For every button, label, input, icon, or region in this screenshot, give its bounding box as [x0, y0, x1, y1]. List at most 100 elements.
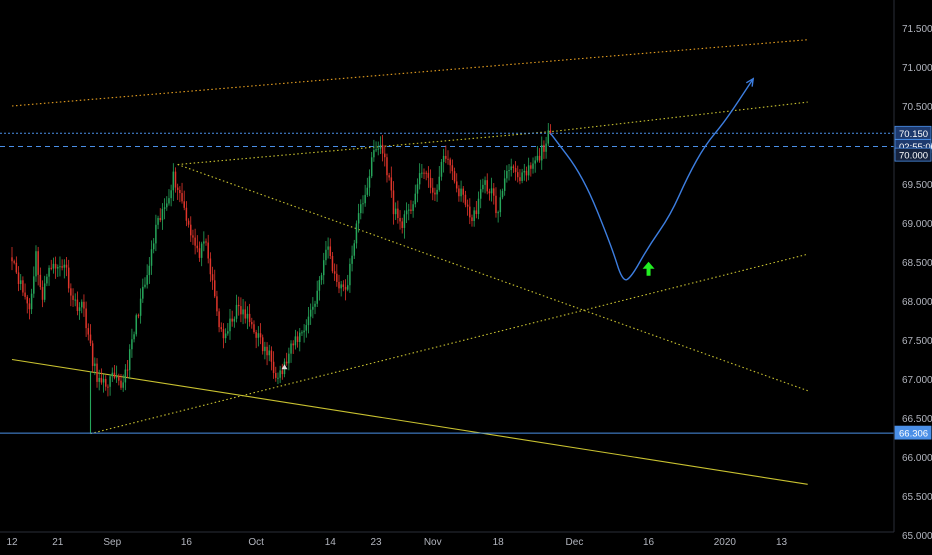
candle-body [349, 263, 351, 286]
candle-body [22, 280, 24, 293]
candle-body [333, 271, 336, 274]
candle-body [166, 203, 168, 208]
candle-body [133, 334, 135, 340]
candle-body [87, 328, 90, 335]
candle-body [299, 332, 301, 342]
candle-body [181, 193, 183, 202]
candle-body [240, 306, 242, 315]
candle-body [259, 333, 262, 338]
time-tick-label: 12 [6, 537, 18, 548]
candle-body [499, 197, 502, 213]
candle-body [74, 299, 76, 301]
candle-body [447, 158, 449, 160]
price-tick-label: 68.000 [902, 297, 932, 308]
candle-body [340, 284, 342, 289]
time-tick-label: 16 [643, 537, 655, 548]
candle-body [388, 175, 390, 178]
candle-body [183, 201, 185, 208]
candle-body [211, 274, 214, 281]
candle-body [168, 198, 170, 204]
price-tick-label: 67.500 [902, 336, 932, 347]
candle-body [275, 373, 277, 378]
candle-body [255, 332, 257, 338]
candle-body [24, 292, 26, 297]
candle-body [174, 171, 177, 188]
candle-body [312, 306, 314, 310]
price-tick-label: 70.500 [902, 102, 932, 113]
candle-body [508, 170, 510, 172]
candle-body [543, 144, 545, 152]
candle-body [229, 318, 231, 332]
candle-body [30, 293, 33, 310]
candle-body [408, 209, 410, 211]
candle-body [277, 377, 279, 379]
candle-body [527, 165, 530, 176]
upper-dotted-trend-line[interactable] [11, 39, 808, 107]
price-tick-label: 65.500 [902, 492, 932, 503]
candle-body [39, 274, 42, 288]
time-tick-label: 21 [52, 537, 64, 548]
candle-body [336, 273, 338, 282]
candle-body [501, 190, 504, 198]
buy-arrow-icon[interactable] [642, 261, 655, 276]
upper-channel-line-line[interactable] [177, 101, 808, 166]
candle-body [471, 217, 473, 222]
plot-area[interactable] [0, 39, 894, 485]
candle-body [120, 380, 122, 388]
candle-body [320, 275, 323, 281]
candle-body [76, 299, 79, 311]
candle-body [421, 172, 423, 174]
time-tick-label: Oct [248, 537, 264, 548]
time-tick-label: Nov [424, 537, 442, 548]
candle-body [161, 208, 164, 221]
candle-body [429, 177, 432, 188]
candle-body [403, 214, 406, 228]
candle-body [163, 207, 166, 209]
candle-body [547, 130, 550, 144]
candle-body [536, 155, 539, 161]
candle-body [436, 189, 438, 195]
candle-body [233, 318, 236, 322]
candle-body [220, 327, 223, 330]
candle-body [26, 296, 29, 304]
candle-body [484, 180, 486, 185]
candle-body [242, 309, 244, 315]
time-axis[interactable]: 12 21 Sep 16 Oct 14 23 Nov 18 Dec 16 2020 13 [6, 537, 787, 548]
candle-body [261, 337, 264, 352]
candle-body [364, 194, 366, 204]
candle-body [488, 191, 491, 194]
price-tick-label: 67.000 [902, 375, 932, 386]
candle-body [530, 165, 532, 169]
candle-body [179, 189, 181, 194]
price-label-box [894, 425, 932, 440]
candle-body [445, 155, 447, 159]
price-label-text: 66.306 [899, 429, 928, 440]
candle-body [362, 203, 364, 205]
candle-body [48, 267, 50, 277]
long-descending-support-line[interactable] [11, 358, 808, 485]
candle-body [521, 172, 523, 181]
candle-body [416, 184, 419, 194]
candle-body [107, 386, 109, 388]
candle-body [366, 187, 369, 195]
candle-body [453, 171, 456, 182]
ascending-trend-line[interactable] [90, 253, 808, 435]
candle-body [410, 209, 412, 211]
candle-body [462, 188, 465, 195]
candle-body [91, 343, 94, 366]
candle-body [96, 363, 98, 382]
candle-body [235, 304, 238, 319]
candle-body [207, 242, 209, 259]
price-tick-label: 71.000 [902, 63, 932, 74]
candle-body [495, 195, 497, 214]
price-label-text: 70.000 [899, 151, 928, 162]
candle-body [373, 150, 375, 158]
candle-body [331, 255, 334, 272]
candle-body [115, 375, 118, 378]
candle-body [126, 369, 129, 371]
projection-path[interactable] [549, 78, 754, 281]
time-tick-label: 2020 [714, 537, 737, 548]
